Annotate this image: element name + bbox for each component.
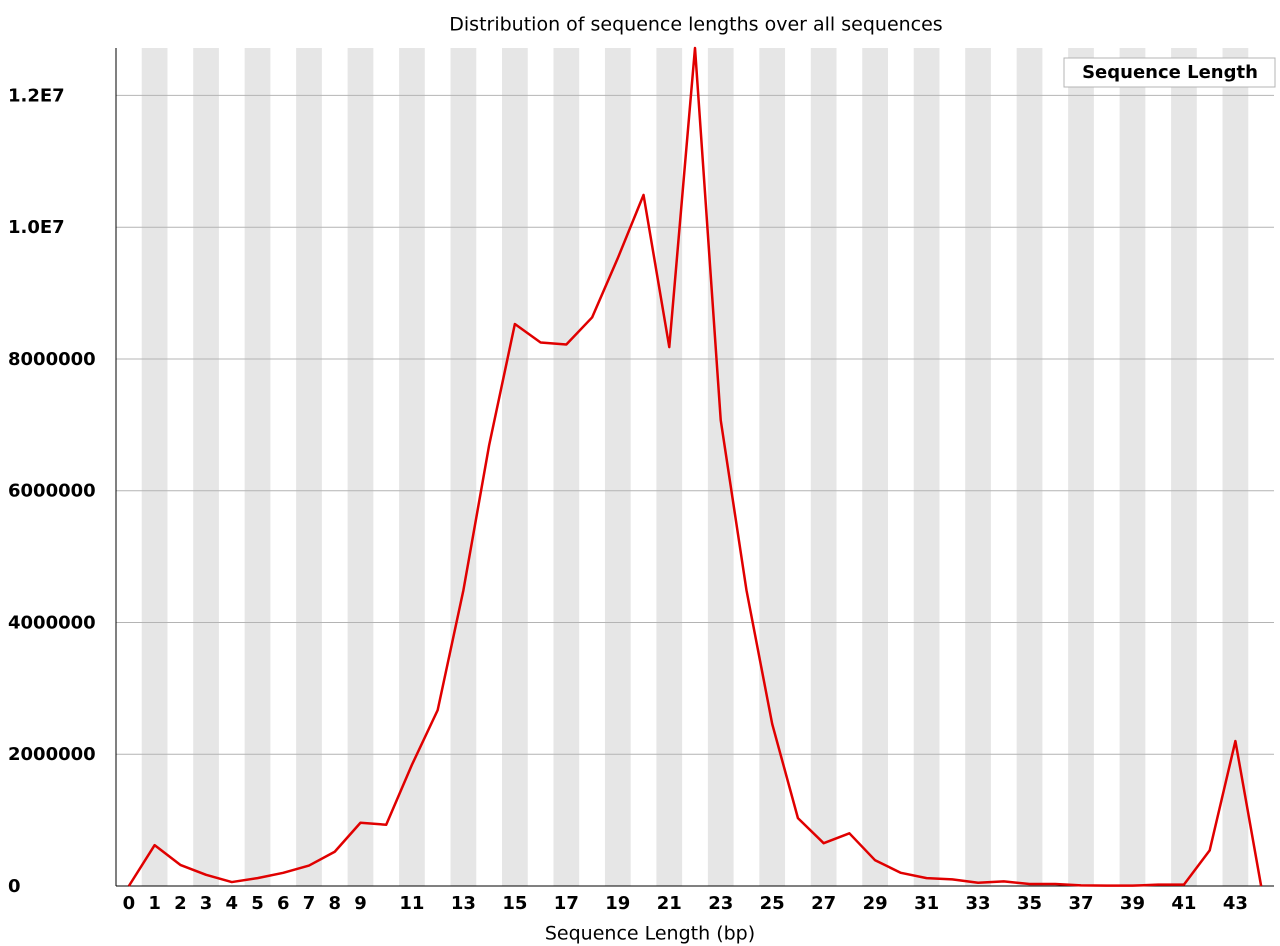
y-tick-label: 1.2E7 bbox=[8, 85, 65, 106]
x-tick-label: 39 bbox=[1120, 893, 1145, 914]
stripe bbox=[1171, 48, 1197, 886]
x-tick-label: 15 bbox=[502, 893, 527, 914]
stripe bbox=[347, 48, 374, 886]
x-tick-label: 6 bbox=[277, 893, 290, 914]
y-tick-label: 2000000 bbox=[8, 744, 96, 765]
stripe bbox=[759, 48, 786, 886]
x-tick-label: 35 bbox=[1017, 893, 1042, 914]
stripe bbox=[707, 48, 734, 886]
x-tick-label: 25 bbox=[760, 893, 785, 914]
x-tick-label: 4 bbox=[226, 893, 239, 914]
legend-box bbox=[1063, 57, 1276, 88]
stripe bbox=[399, 48, 425, 886]
x-tick-label: 9 bbox=[354, 893, 367, 914]
x-tick-label: 19 bbox=[605, 893, 630, 914]
stripe bbox=[862, 48, 888, 886]
stripe bbox=[244, 48, 271, 886]
stripe bbox=[553, 48, 580, 886]
x-tick-label: 5 bbox=[251, 893, 264, 914]
x-tick-label: 41 bbox=[1171, 893, 1196, 914]
x-tick-label: 31 bbox=[914, 893, 939, 914]
stripe bbox=[913, 48, 940, 886]
x-tick-label: 7 bbox=[303, 893, 316, 914]
stripe bbox=[1222, 48, 1249, 886]
x-tick-label: 1 bbox=[148, 893, 161, 914]
x-axis-label: Sequence Length (bp) bbox=[545, 923, 755, 945]
y-tick-label: 4000000 bbox=[8, 612, 96, 633]
stripe bbox=[1119, 48, 1146, 886]
stripe bbox=[1016, 48, 1043, 886]
x-tick-label: 0 bbox=[123, 893, 136, 914]
y-tick-label: 0 bbox=[8, 876, 21, 897]
series-line bbox=[127, 46, 1263, 887]
x-tick-label: 13 bbox=[451, 893, 476, 914]
stripe bbox=[810, 48, 837, 886]
x-tick-label: 2 bbox=[174, 893, 187, 914]
x-tick-label: 11 bbox=[399, 893, 424, 914]
stripe bbox=[193, 48, 219, 886]
stripe bbox=[141, 48, 168, 886]
legend-label: Sequence Length bbox=[1082, 62, 1258, 83]
x-tick-label: 33 bbox=[966, 893, 991, 914]
x-tick-label: 23 bbox=[708, 893, 733, 914]
x-tick-label: 43 bbox=[1223, 893, 1248, 914]
stripe bbox=[296, 48, 322, 886]
x-tick-label: 17 bbox=[554, 893, 579, 914]
stripe bbox=[502, 48, 528, 886]
stripe bbox=[1068, 48, 1094, 886]
x-tick-label: 37 bbox=[1068, 893, 1093, 914]
stripe bbox=[604, 48, 631, 886]
x-tick-label: 21 bbox=[657, 893, 682, 914]
legend: Sequence Length bbox=[1063, 57, 1276, 88]
y-tick-label: 8000000 bbox=[8, 349, 96, 370]
y-tick-label: 6000000 bbox=[8, 481, 96, 502]
x-tick-label: 8 bbox=[328, 893, 341, 914]
x-tick-label: 3 bbox=[200, 893, 213, 914]
stripe bbox=[965, 48, 991, 886]
x-tick-label: 27 bbox=[811, 893, 836, 914]
y-tick-label: 1.0E7 bbox=[8, 217, 65, 238]
stripe bbox=[450, 48, 477, 886]
x-tick-label: 29 bbox=[863, 893, 888, 914]
stripe bbox=[656, 48, 683, 886]
chart-title: Distribution of sequence lengths over al… bbox=[449, 14, 942, 36]
